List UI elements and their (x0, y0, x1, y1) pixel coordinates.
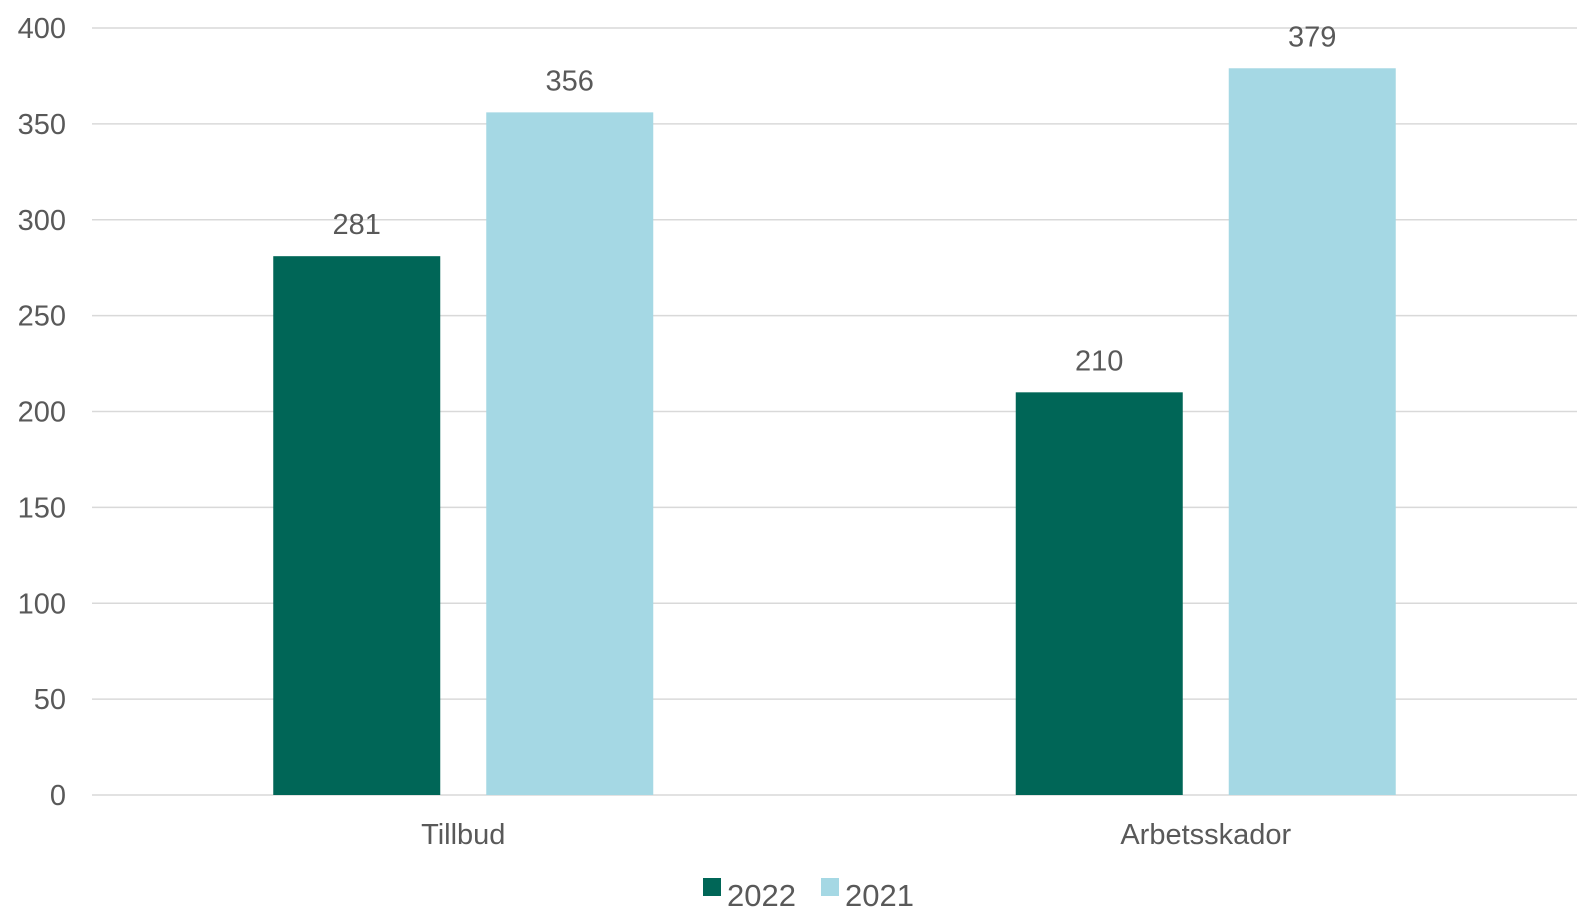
legend: 2022 2021 (703, 878, 914, 913)
category-label-tillbud: Tillbud (421, 819, 505, 851)
y-axis-ticks: 0 50 100 150 200 250 300 350 400 (18, 13, 66, 812)
data-labels: 281 356 210 379 (333, 21, 1337, 377)
y-tick-label: 50 (34, 684, 66, 716)
y-tick-label: 150 (18, 492, 66, 524)
bar-2022-tillbud (273, 256, 441, 795)
y-tick-label: 350 (18, 109, 66, 141)
legend-swatch-2022 (703, 878, 721, 896)
bar-2021-tillbud (486, 112, 654, 796)
category-label-arbetsskador: Arbetsskador (1120, 819, 1291, 851)
y-tick-label: 400 (18, 13, 66, 45)
y-tick-label: 250 (18, 301, 66, 333)
y-tick-label: 0 (50, 780, 66, 812)
data-label-2021-tillbud: 356 (546, 65, 594, 97)
bar-2021-arbetsskador (1228, 68, 1396, 795)
bars (273, 68, 1396, 796)
y-tick-label: 300 (18, 205, 66, 237)
x-axis-category-labels: Tillbud Arbetsskador (421, 819, 1291, 851)
data-label-2021-arbetsskador: 379 (1288, 21, 1336, 53)
legend-swatch-2021 (821, 878, 839, 896)
data-label-2022-tillbud: 281 (333, 209, 381, 241)
y-tick-label: 200 (18, 397, 66, 429)
data-label-2022-arbetsskador: 210 (1075, 345, 1123, 377)
bar-2022-arbetsskador (1015, 392, 1183, 795)
legend-label-2022: 2022 (727, 878, 796, 913)
y-tick-label: 100 (18, 588, 66, 620)
legend-label-2021: 2021 (845, 878, 914, 913)
